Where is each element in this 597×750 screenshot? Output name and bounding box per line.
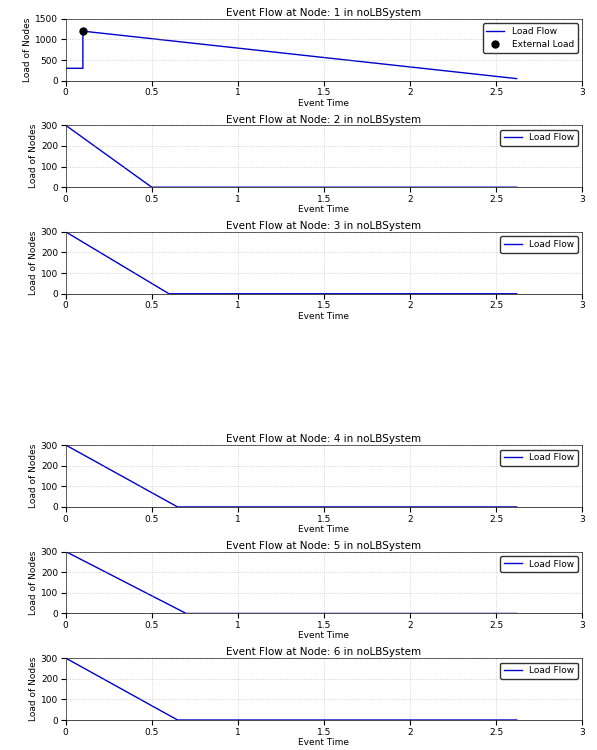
X-axis label: Event Time: Event Time (298, 738, 349, 747)
Load Flow (62, 653, 69, 662)
Legend: Load Flow, External Load: Load Flow, External Load (483, 23, 577, 53)
Load Flow (513, 290, 520, 298)
Title: Event Flow at Node: 4 in noLBSystem: Event Flow at Node: 4 in noLBSystem (226, 434, 421, 444)
Load Flow (79, 27, 87, 36)
Load Flow (513, 716, 520, 724)
Title: Event Flow at Node: 3 in noLBSystem: Event Flow at Node: 3 in noLBSystem (226, 221, 421, 231)
Y-axis label: Load of Nodes: Load of Nodes (29, 444, 38, 509)
Line: Load Flow: Load Flow (66, 32, 516, 79)
Legend: Load Flow: Load Flow (500, 556, 577, 572)
Legend: Load Flow: Load Flow (500, 130, 577, 146)
Load Flow (174, 503, 181, 512)
Line: Load Flow: Load Flow (66, 551, 516, 614)
Y-axis label: Load of Nodes: Load of Nodes (29, 550, 38, 615)
X-axis label: Event Time: Event Time (298, 312, 349, 321)
Y-axis label: Load of Nodes: Load of Nodes (29, 230, 38, 295)
X-axis label: Event Time: Event Time (298, 206, 349, 214)
Load Flow (183, 609, 190, 618)
X-axis label: Event Time: Event Time (298, 632, 349, 640)
Line: Load Flow: Load Flow (66, 658, 516, 720)
Title: Event Flow at Node: 2 in noLBSystem: Event Flow at Node: 2 in noLBSystem (226, 115, 421, 125)
Line: Load Flow: Load Flow (66, 125, 516, 188)
Legend: Load Flow: Load Flow (500, 662, 577, 679)
Line: Load Flow: Load Flow (66, 445, 516, 507)
Title: Event Flow at Node: 5 in noLBSystem: Event Flow at Node: 5 in noLBSystem (226, 541, 421, 550)
Load Flow (62, 440, 69, 449)
Title: Event Flow at Node: 6 in noLBSystem: Event Flow at Node: 6 in noLBSystem (226, 647, 421, 657)
Title: Event Flow at Node: 1 in noLBSystem: Event Flow at Node: 1 in noLBSystem (226, 8, 421, 18)
Load Flow (513, 183, 520, 192)
Load Flow (62, 121, 69, 130)
Load Flow (62, 227, 69, 236)
Load Flow (165, 290, 173, 298)
Load Flow (513, 609, 520, 618)
Y-axis label: Load of Nodes: Load of Nodes (23, 17, 32, 82)
Load Flow (62, 547, 69, 556)
Load Flow (79, 64, 87, 73)
X-axis label: Event Time: Event Time (298, 525, 349, 534)
Load Flow (62, 64, 69, 73)
Load Flow (513, 74, 520, 83)
X-axis label: Event Time: Event Time (298, 99, 349, 108)
Load Flow (174, 716, 181, 724)
Y-axis label: Load of Nodes: Load of Nodes (29, 657, 38, 722)
Load Flow (513, 503, 520, 512)
Legend: Load Flow: Load Flow (500, 449, 577, 466)
Line: Load Flow: Load Flow (66, 232, 516, 294)
Y-axis label: Load of Nodes: Load of Nodes (29, 124, 38, 188)
Load Flow (148, 183, 155, 192)
Legend: Load Flow: Load Flow (500, 236, 577, 253)
